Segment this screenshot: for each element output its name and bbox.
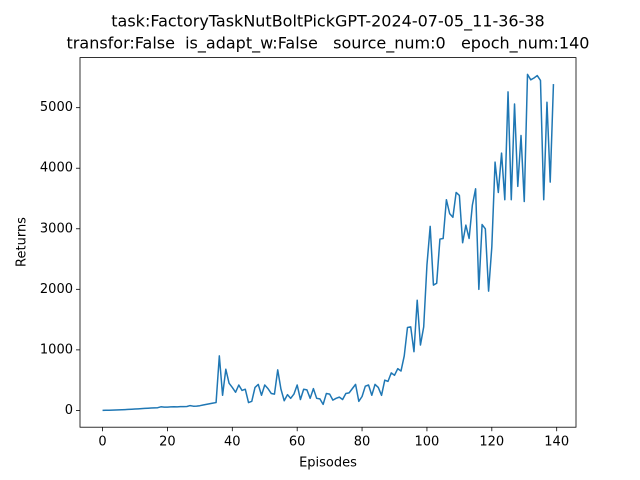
x-tick-label: 0	[98, 435, 106, 450]
y-tick-label: 5000	[40, 100, 73, 115]
chart-subtitle: transfor:False is_adapt_w:False source_n…	[67, 34, 590, 54]
x-tick-label: 20	[159, 435, 176, 450]
y-axis-label: Returns	[15, 217, 30, 267]
y-tick-label: 2000	[40, 282, 73, 297]
x-tick-label: 140	[544, 435, 569, 450]
x-tick-label: 120	[479, 435, 504, 450]
chart-title: task:FactoryTaskNutBoltPickGPT-2024-07-0…	[111, 12, 544, 32]
x-tick-label: 80	[354, 435, 371, 450]
axes-frame	[79, 57, 577, 428]
y-tick-label: 1000	[40, 342, 73, 357]
x-tick-label: 100	[415, 435, 440, 450]
y-tick-label: 3000	[40, 221, 73, 236]
x-tick-label: 40	[224, 435, 241, 450]
x-axis-label: Episodes	[299, 456, 357, 471]
data-line	[102, 73, 555, 412]
y-tick-label: 4000	[40, 161, 73, 176]
y-tick-label: 0	[65, 403, 73, 418]
x-tick-label: 60	[289, 435, 306, 450]
